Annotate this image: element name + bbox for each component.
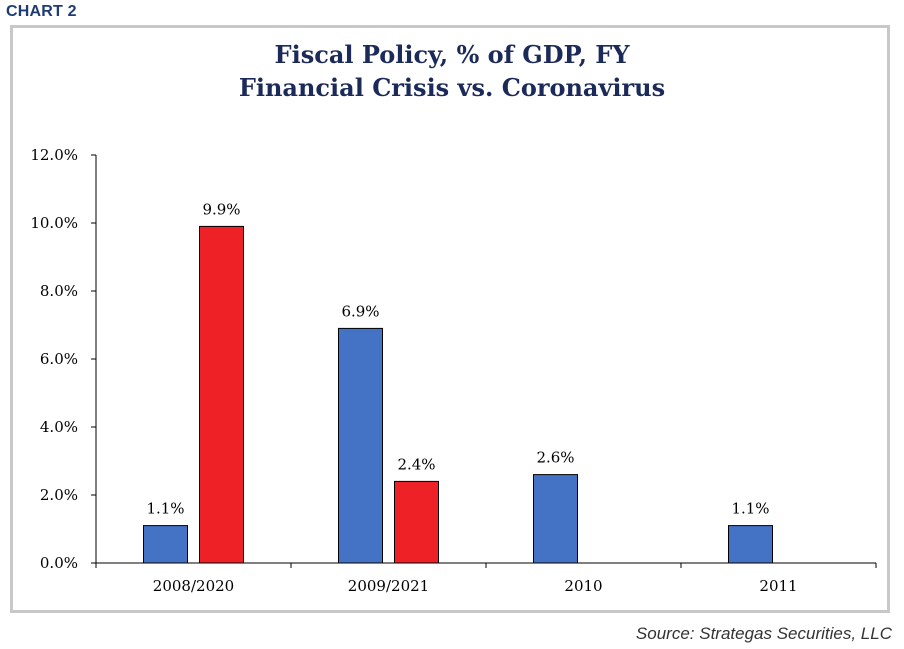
data-label: 2.4% [397, 455, 435, 473]
y-tick-label: 4.0% [40, 418, 78, 436]
bar [533, 474, 578, 564]
data-label: 9.9% [202, 200, 240, 218]
chart-subtitle: Financial Crisis vs. Coronavirus [238, 73, 666, 102]
data-label: 2.6% [536, 449, 574, 467]
x-tick-label: 2008/2020 [153, 577, 234, 595]
data-label: 6.9% [341, 302, 379, 320]
y-tick-label: 2.0% [40, 486, 78, 504]
y-tick-label: 8.0% [40, 282, 78, 300]
bar [338, 327, 383, 564]
data-label: 1.1% [146, 500, 184, 518]
chart-title: Fiscal Policy, % of GDP, FY [274, 40, 630, 69]
y-tick-label: 0.0% [40, 554, 78, 572]
x-tick-label: 2010 [564, 577, 602, 595]
bar [199, 225, 244, 564]
bar [728, 525, 773, 564]
x-tick-label: 2009/2021 [348, 577, 429, 595]
bar [143, 525, 188, 564]
y-tick-label: 6.0% [40, 350, 78, 368]
y-tick-label: 12.0% [30, 146, 78, 164]
source-note: Source: Strategas Securities, LLC [635, 624, 892, 643]
chart-frame [10, 25, 890, 613]
x-tick-label: 2011 [759, 577, 797, 595]
chart-label: CHART 2 [6, 3, 77, 20]
y-tick-label: 10.0% [30, 214, 78, 232]
bar [394, 480, 439, 564]
data-label: 1.1% [731, 500, 769, 518]
